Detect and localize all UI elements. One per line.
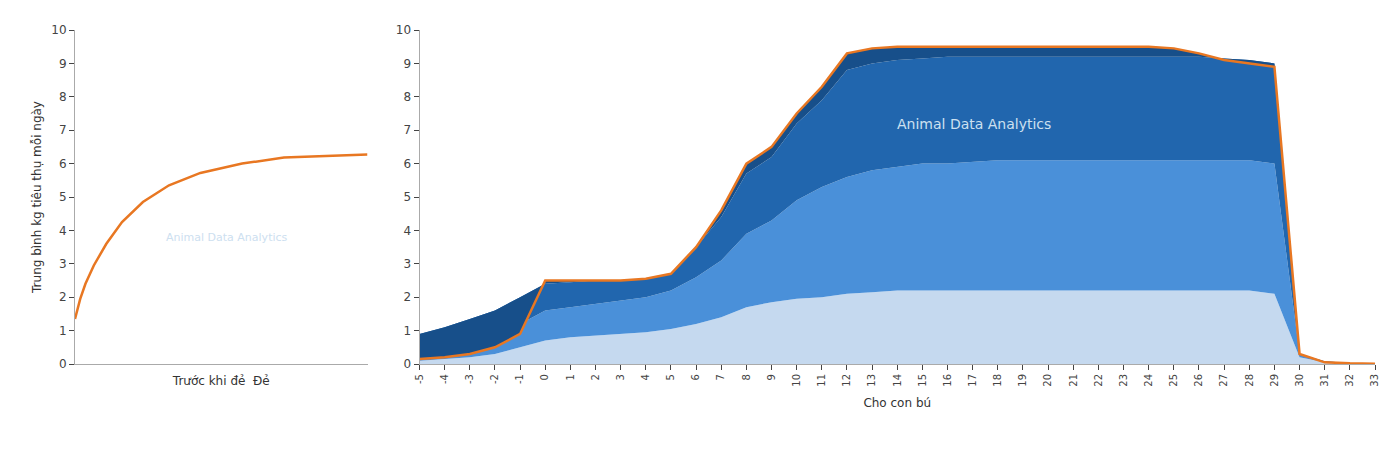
svg-text:16: 16 bbox=[942, 374, 953, 387]
svg-text:6: 6 bbox=[403, 157, 411, 171]
svg-text:17: 17 bbox=[967, 374, 978, 387]
svg-text:10: 10 bbox=[396, 23, 411, 37]
svg-text:7: 7 bbox=[59, 123, 67, 137]
svg-text:Animal Data Analytics: Animal Data Analytics bbox=[166, 231, 288, 244]
svg-text:11: 11 bbox=[816, 374, 827, 387]
svg-text:31: 31 bbox=[1319, 374, 1330, 387]
svg-text:Trước khi đẻ Đẻ: Trước khi đẻ Đẻ bbox=[172, 374, 270, 388]
svg-text:12: 12 bbox=[841, 374, 852, 387]
svg-text:20: 20 bbox=[1042, 374, 1053, 387]
svg-text:3: 3 bbox=[615, 374, 626, 380]
svg-text:1: 1 bbox=[59, 324, 67, 338]
svg-text:Cho con bú: Cho con bú bbox=[863, 396, 931, 410]
svg-text:29: 29 bbox=[1269, 374, 1280, 387]
svg-text:-2: -2 bbox=[489, 374, 500, 384]
svg-text:1: 1 bbox=[403, 324, 411, 338]
svg-text:13: 13 bbox=[866, 374, 877, 387]
svg-text:-3: -3 bbox=[464, 374, 475, 384]
svg-text:8: 8 bbox=[59, 90, 67, 104]
svg-text:3: 3 bbox=[59, 257, 67, 271]
svg-text:0: 0 bbox=[539, 374, 550, 380]
svg-text:5: 5 bbox=[665, 374, 676, 380]
svg-text:21: 21 bbox=[1068, 374, 1079, 387]
svg-text:-1: -1 bbox=[514, 374, 525, 384]
svg-text:10: 10 bbox=[791, 374, 802, 387]
svg-text:19: 19 bbox=[1017, 374, 1028, 387]
svg-text:25: 25 bbox=[1168, 374, 1179, 387]
svg-text:27: 27 bbox=[1218, 374, 1229, 387]
svg-text:10: 10 bbox=[51, 23, 66, 37]
svg-text:7: 7 bbox=[715, 374, 726, 380]
svg-text:9: 9 bbox=[59, 57, 67, 71]
svg-text:3: 3 bbox=[403, 257, 411, 271]
svg-text:32: 32 bbox=[1344, 374, 1355, 387]
svg-text:15: 15 bbox=[917, 374, 928, 387]
svg-text:5: 5 bbox=[403, 190, 411, 204]
svg-text:9: 9 bbox=[766, 374, 777, 380]
svg-text:4: 4 bbox=[640, 374, 651, 380]
svg-text:4: 4 bbox=[59, 224, 67, 238]
svg-text:1: 1 bbox=[565, 374, 576, 380]
svg-text:-4: -4 bbox=[439, 374, 450, 384]
svg-text:18: 18 bbox=[992, 374, 1003, 387]
svg-text:33: 33 bbox=[1369, 374, 1380, 387]
svg-text:22: 22 bbox=[1093, 374, 1104, 387]
svg-text:0: 0 bbox=[403, 357, 411, 371]
svg-text:8: 8 bbox=[403, 90, 411, 104]
svg-text:7: 7 bbox=[403, 123, 411, 137]
svg-text:0: 0 bbox=[59, 357, 67, 371]
svg-text:2: 2 bbox=[403, 290, 411, 304]
svg-text:6: 6 bbox=[59, 157, 67, 171]
svg-text:Animal Data Analytics: Animal Data Analytics bbox=[897, 116, 1051, 132]
svg-text:-5: -5 bbox=[414, 374, 425, 384]
svg-text:5: 5 bbox=[59, 190, 67, 204]
svg-text:23: 23 bbox=[1118, 374, 1129, 387]
svg-text:9: 9 bbox=[403, 57, 411, 71]
svg-text:6: 6 bbox=[690, 374, 701, 380]
svg-text:2: 2 bbox=[59, 290, 67, 304]
svg-text:8: 8 bbox=[741, 374, 752, 380]
svg-text:4: 4 bbox=[403, 224, 411, 238]
svg-text:28: 28 bbox=[1244, 374, 1255, 387]
svg-text:24: 24 bbox=[1143, 374, 1154, 387]
svg-text:Trung bình kg tiêu thụ mỗi ngà: Trung bình kg tiêu thụ mỗi ngày bbox=[30, 101, 44, 294]
svg-text:26: 26 bbox=[1193, 374, 1204, 387]
svg-text:14: 14 bbox=[892, 374, 903, 387]
svg-text:30: 30 bbox=[1294, 374, 1305, 387]
svg-text:2: 2 bbox=[590, 374, 601, 380]
